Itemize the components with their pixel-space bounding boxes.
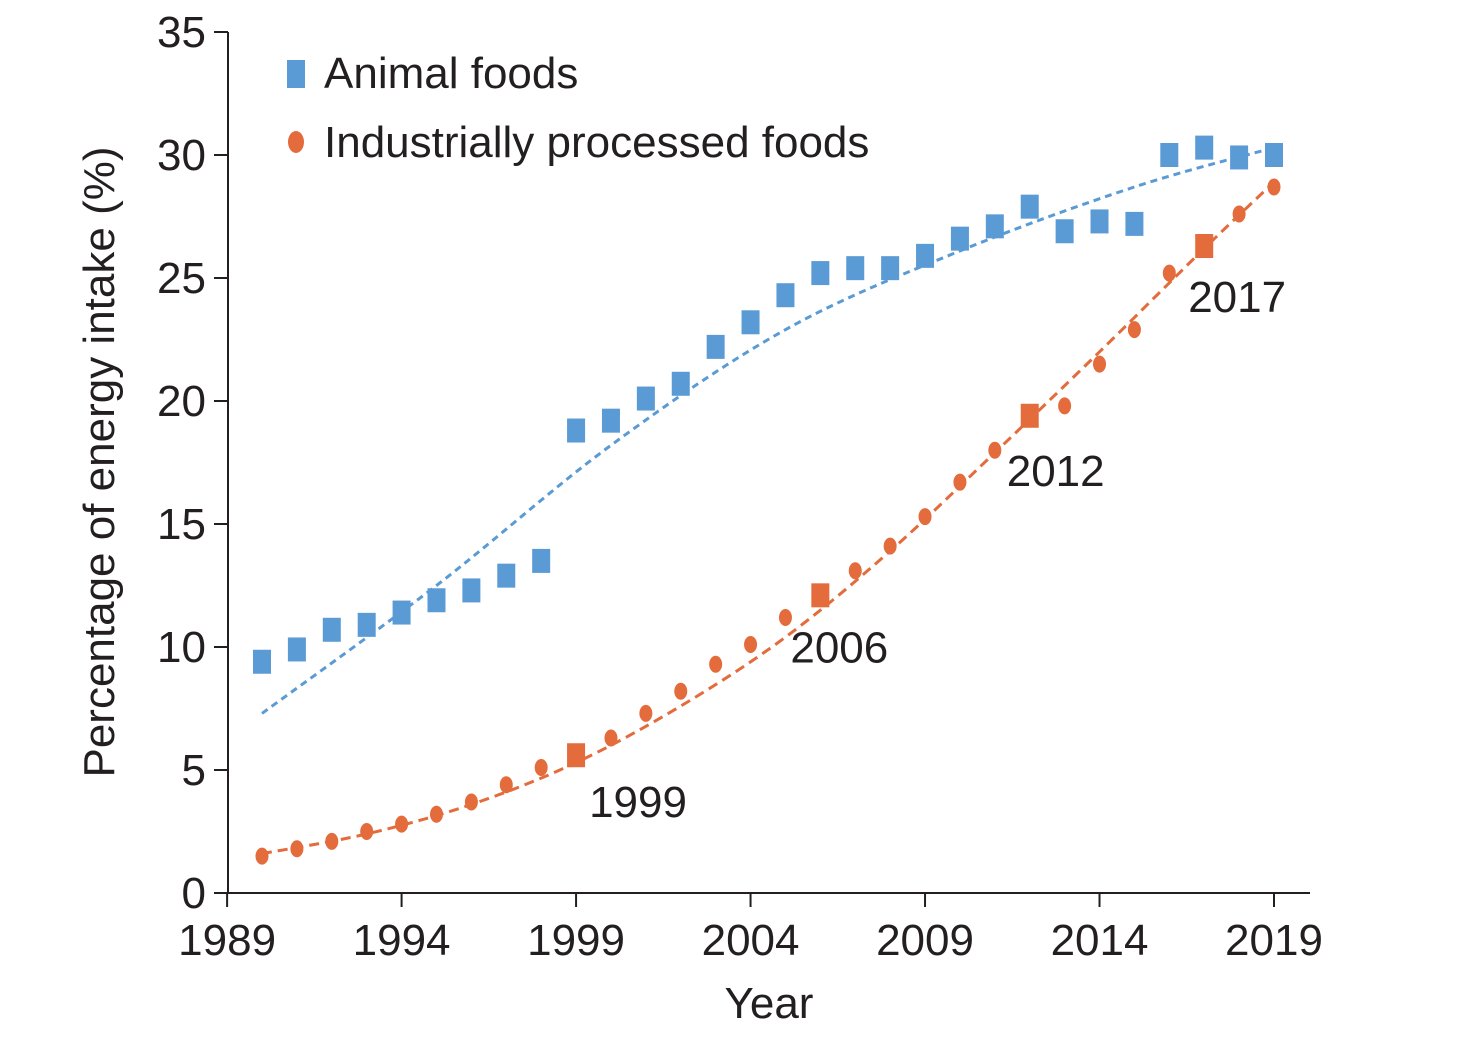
- point-animal-foods: [357, 612, 376, 637]
- point-animal-foods: [776, 283, 795, 308]
- point-animal-foods: [1055, 219, 1074, 244]
- annotation-label: 2017: [1188, 273, 1286, 322]
- x-tick-label: 1999: [527, 916, 625, 965]
- x-axis-ticks: 1989 1994 1999 2004 2009 2014 2019: [178, 893, 1323, 965]
- plot-area: 0 5 10 15 20 25 30 35 1989 1994 1999 2004 2009 2014 2…: [157, 8, 1323, 965]
- point-processed-foods: [464, 793, 478, 811]
- point-highlighted-processed-foods: [811, 583, 830, 608]
- point-processed-foods: [988, 441, 1002, 459]
- point-processed-foods: [1232, 205, 1246, 223]
- y-tick-label: 20: [157, 377, 206, 426]
- point-animal-foods: [671, 371, 690, 396]
- point-processed-foods: [953, 473, 967, 491]
- y-axis-ticks: 0 5 10 15 20 25 30 35: [157, 8, 228, 918]
- point-animal-foods: [253, 649, 271, 674]
- y-tick-label: 35: [157, 8, 206, 57]
- point-highlighted-processed-foods: [1195, 234, 1214, 259]
- annotation-label: 1999: [589, 778, 687, 827]
- point-processed-foods: [709, 655, 723, 673]
- x-tick-label: 2004: [702, 916, 800, 965]
- legend-marker-animal-foods: [287, 60, 305, 88]
- point-processed-foods: [604, 729, 618, 747]
- point-processed-foods: [1267, 178, 1281, 196]
- point-animal-foods: [1160, 143, 1179, 167]
- annotation-label: 2012: [1007, 447, 1105, 496]
- point-animal-foods: [322, 617, 341, 642]
- x-axis-title: Year: [725, 979, 814, 1028]
- point-animal-foods: [462, 578, 481, 603]
- legend-label-animal-foods: Animal foods: [324, 49, 578, 98]
- annotation-label: 2006: [790, 623, 888, 672]
- point-processed-foods: [1058, 397, 1072, 415]
- y-axis-title: Percentage of energy intake (%): [75, 146, 124, 777]
- point-animal-foods: [601, 408, 620, 433]
- point-animal-foods: [881, 256, 900, 281]
- point-animal-foods: [497, 563, 516, 588]
- y-tick-label: 30: [157, 131, 206, 180]
- point-animal-foods: [1090, 209, 1109, 234]
- point-animal-foods: [811, 261, 830, 286]
- point-animal-foods: [741, 310, 760, 335]
- point-animal-foods: [1265, 143, 1283, 167]
- point-animal-foods: [532, 548, 551, 573]
- point-animal-foods: [1020, 194, 1039, 219]
- trend-line-processed-foods: [261, 180, 1276, 856]
- point-processed-foods: [1127, 321, 1141, 339]
- point-animal-foods: [1195, 135, 1214, 160]
- x-tick-label: 2009: [876, 916, 974, 965]
- y-tick-label: 15: [157, 500, 206, 549]
- point-processed-foods: [325, 832, 339, 850]
- point-animal-foods: [950, 226, 969, 251]
- trend-lines: [261, 146, 1276, 856]
- point-processed-foods: [290, 840, 304, 858]
- y-tick-label: 0: [182, 869, 206, 918]
- point-highlighted-processed-foods: [1020, 403, 1039, 428]
- point-processed-foods: [883, 537, 897, 555]
- point-processed-foods: [674, 682, 688, 700]
- point-animal-foods: [287, 637, 306, 662]
- point-animal-foods: [567, 418, 586, 443]
- point-processed-foods: [778, 608, 792, 626]
- point-processed-foods: [360, 823, 374, 840]
- point-animal-foods: [1125, 211, 1144, 236]
- point-animal-foods: [916, 243, 935, 268]
- point-animal-foods: [392, 600, 411, 625]
- year-annotations: 1999 2006 2012 2017: [589, 273, 1286, 827]
- point-processed-foods: [255, 847, 269, 865]
- legend-label-processed-foods: Industrially processed foods: [324, 118, 869, 167]
- point-animal-foods: [636, 386, 655, 411]
- trend-line-animal-foods: [261, 146, 1275, 715]
- point-animal-foods: [706, 334, 725, 359]
- y-tick-label: 25: [157, 254, 206, 303]
- point-processed-foods: [639, 704, 653, 722]
- legend-marker-processed-foods: [288, 131, 304, 153]
- x-tick-label: 2019: [1225, 916, 1323, 965]
- point-processed-foods: [1093, 355, 1107, 373]
- x-tick-label: 1994: [353, 916, 451, 965]
- legend: Animal foods Industrially processed food…: [287, 49, 869, 167]
- x-tick-label: 1989: [178, 916, 276, 965]
- point-processed-foods: [395, 815, 409, 833]
- point-processed-foods: [429, 805, 443, 823]
- point-processed-foods: [499, 776, 513, 794]
- point-processed-foods: [744, 636, 758, 654]
- point-processed-foods: [918, 508, 932, 526]
- point-processed-foods: [848, 562, 862, 580]
- point-processed-foods: [1162, 264, 1176, 282]
- point-highlighted-processed-foods: [567, 743, 586, 768]
- point-animal-foods: [427, 588, 446, 613]
- data-points: [253, 135, 1283, 865]
- y-tick-label: 10: [157, 623, 206, 672]
- point-processed-foods: [534, 759, 548, 777]
- point-animal-foods: [1230, 145, 1249, 170]
- x-tick-label: 2014: [1051, 916, 1149, 965]
- point-animal-foods: [985, 214, 1004, 239]
- y-tick-label: 5: [182, 746, 206, 795]
- point-animal-foods: [846, 256, 865, 281]
